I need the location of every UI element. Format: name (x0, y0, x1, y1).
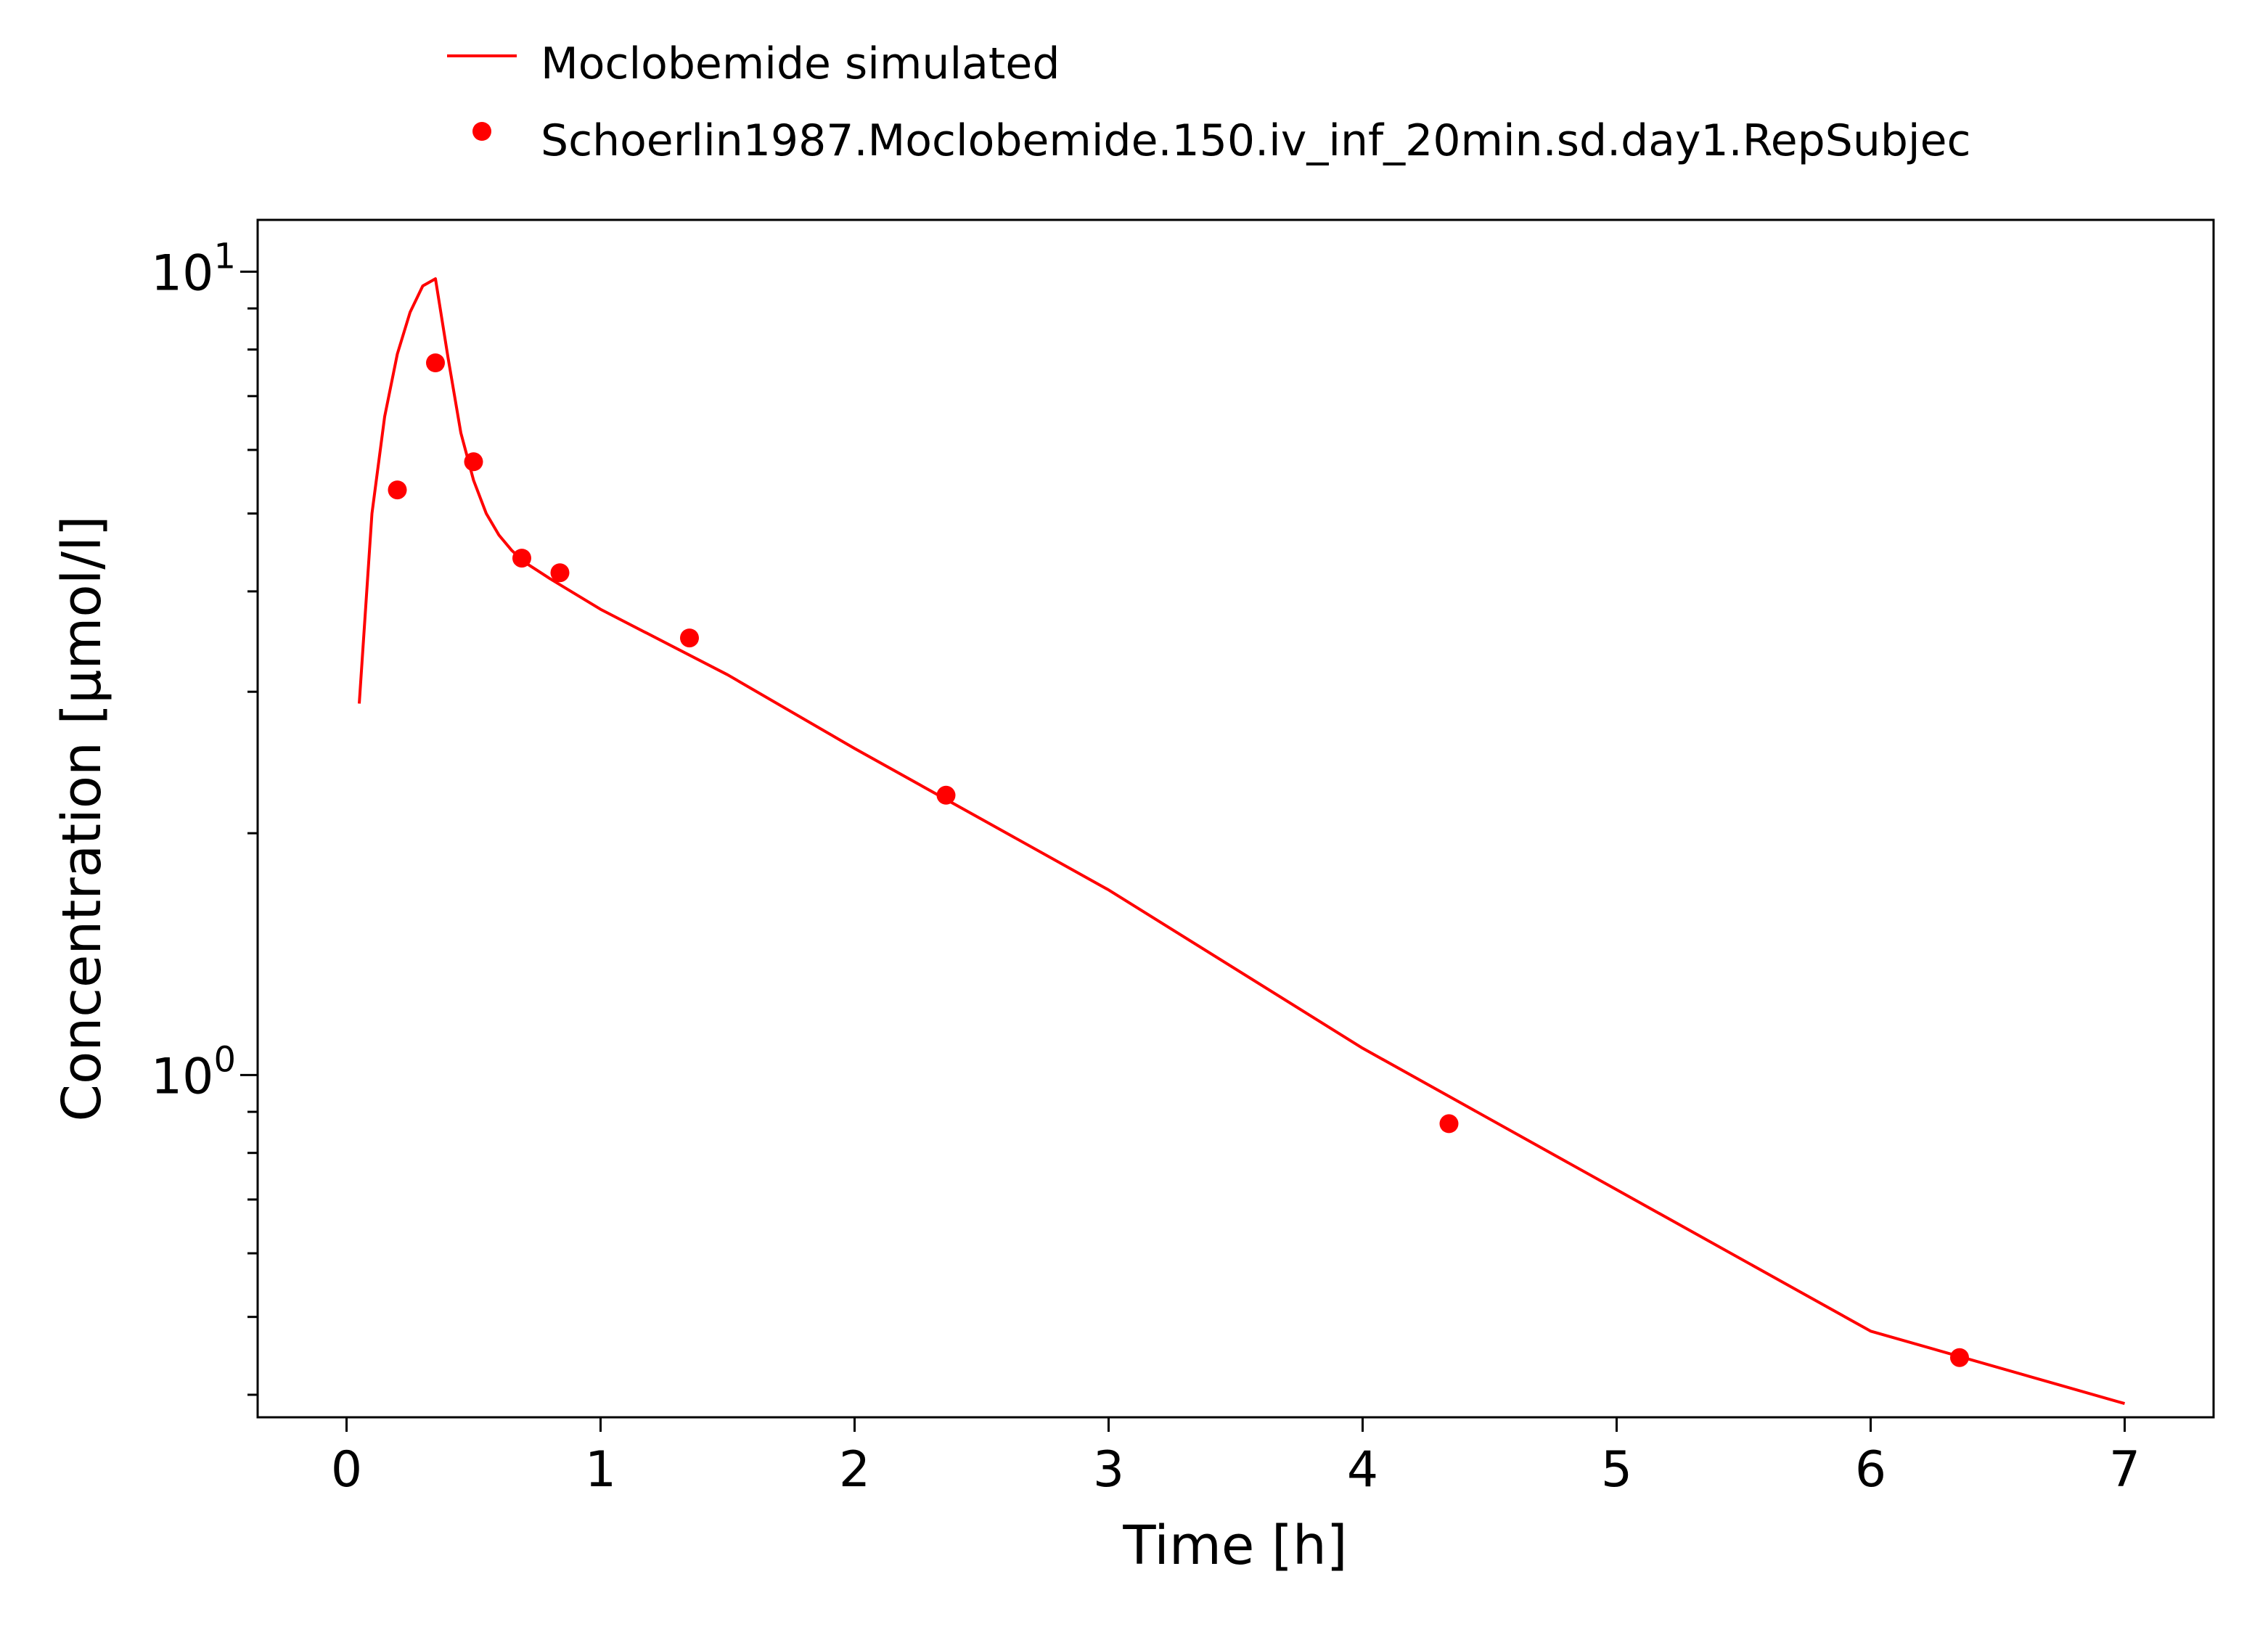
y-axis-title: Concentration [µmol/l] (51, 515, 113, 1121)
x-tick-label: 3 (1093, 1441, 1124, 1499)
data-point (680, 628, 699, 648)
x-tick-label: 4 (1347, 1441, 1378, 1499)
data-point (426, 353, 445, 372)
data-point (1950, 1348, 1969, 1367)
data-point (936, 785, 956, 805)
data-point (388, 480, 407, 500)
x-tick-label: 0 (331, 1441, 362, 1499)
data-point (1439, 1114, 1459, 1134)
legend-label-simulated: Moclobemide simulated (541, 38, 1060, 89)
y-axis: 101 100 (151, 236, 258, 1396)
y-tick-label: 101 (151, 236, 236, 302)
y-tick-label: 100 (151, 1039, 236, 1105)
x-tick-label: 1 (585, 1441, 616, 1499)
x-tick-label: 5 (1601, 1441, 1632, 1499)
series-line-simulated (358, 277, 2126, 1406)
plot-frame (256, 218, 2215, 1419)
x-axis-title: Time [h] (1122, 1515, 1347, 1577)
data-point (550, 563, 570, 583)
series-layer (358, 277, 2126, 1406)
data-point (464, 452, 483, 472)
x-tick-label: 7 (2109, 1441, 2140, 1499)
data-point (512, 549, 531, 568)
legend-marker-swatch (472, 122, 491, 141)
x-tick-label: 2 (839, 1441, 870, 1499)
legend: Moclobemide simulated Schoerlin1987.Mocl… (447, 38, 1971, 166)
x-tick-label: 6 (1855, 1441, 1886, 1499)
x-axis: 0 1 2 3 4 5 6 7 (331, 1417, 2140, 1499)
legend-label-observed: Schoerlin1987.Moclobemide.150.iv_inf_20m… (541, 115, 1971, 166)
